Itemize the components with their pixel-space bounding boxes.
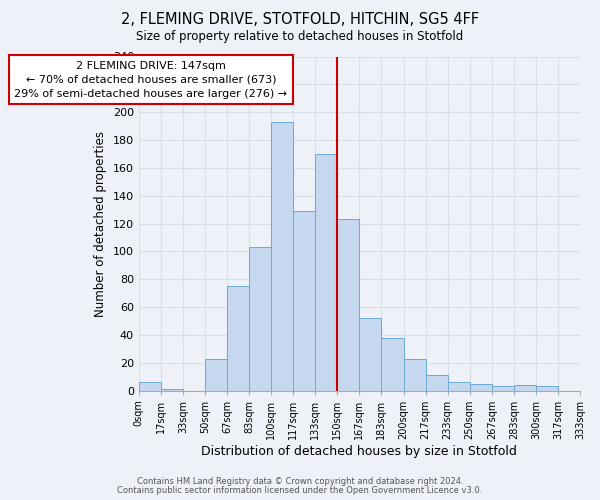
- Bar: [161, 389, 183, 390]
- Bar: [271, 122, 293, 390]
- Bar: [425, 375, 448, 390]
- Bar: [536, 386, 558, 390]
- Text: Size of property relative to detached houses in Stotfold: Size of property relative to detached ho…: [136, 30, 464, 43]
- Text: Contains public sector information licensed under the Open Government Licence v3: Contains public sector information licen…: [118, 486, 482, 495]
- Text: 2 FLEMING DRIVE: 147sqm
← 70% of detached houses are smaller (673)
29% of semi-d: 2 FLEMING DRIVE: 147sqm ← 70% of detache…: [14, 60, 287, 98]
- Bar: [205, 358, 227, 390]
- Bar: [337, 220, 359, 390]
- Bar: [227, 286, 249, 391]
- Bar: [359, 318, 382, 390]
- Text: 2, FLEMING DRIVE, STOTFOLD, HITCHIN, SG5 4FF: 2, FLEMING DRIVE, STOTFOLD, HITCHIN, SG5…: [121, 12, 479, 28]
- Bar: [448, 382, 470, 390]
- Y-axis label: Number of detached properties: Number of detached properties: [94, 130, 107, 316]
- Text: Contains HM Land Registry data © Crown copyright and database right 2024.: Contains HM Land Registry data © Crown c…: [137, 477, 463, 486]
- X-axis label: Distribution of detached houses by size in Stotfold: Distribution of detached houses by size …: [202, 444, 517, 458]
- Bar: [249, 247, 271, 390]
- Bar: [293, 211, 315, 390]
- Bar: [470, 384, 492, 390]
- Bar: [514, 385, 536, 390]
- Bar: [404, 358, 425, 390]
- Bar: [139, 382, 161, 390]
- Bar: [382, 338, 404, 390]
- Bar: [492, 386, 514, 390]
- Bar: [315, 154, 337, 390]
